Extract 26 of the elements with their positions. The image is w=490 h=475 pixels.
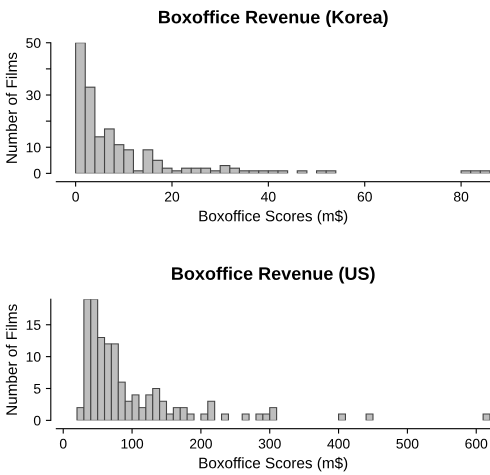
y-tick-label: 10 (26, 352, 41, 362)
y-tick-label: 0 (34, 416, 41, 426)
x-axis-title: Boxoffice Scores (m$) (199, 456, 348, 472)
chart-title: Boxoffice Revenue (US) (172, 266, 375, 284)
x-tick-label: 40 (260, 192, 276, 202)
x-tick-label: 0 (72, 192, 79, 202)
y-tick-label: 30 (26, 90, 41, 100)
x-tick-label: 80 (454, 192, 468, 202)
x-tick-label: 0 (60, 438, 67, 449)
chart-title: Boxoffice Revenue (Korea) (159, 10, 388, 28)
x-tick-label: 200 (190, 438, 212, 449)
y-tick-label: 50 (26, 38, 41, 48)
x-tick-label: 300 (258, 438, 281, 449)
y-axis-title: Number of Films (6, 304, 18, 415)
x-tick-label: 500 (396, 438, 418, 449)
y-axis-title: Number of Films (6, 52, 18, 163)
x-tick-label: 400 (327, 438, 350, 449)
x-tick-label: 100 (122, 438, 144, 449)
y-tick-label: 10 (26, 142, 41, 152)
x-axis-title: Boxoffice Scores (m$) (199, 210, 348, 224)
y-tick-label: 0 (34, 168, 41, 179)
y-tick-label: 5 (34, 384, 40, 394)
x-tick-label: 20 (164, 192, 180, 202)
x-tick-label: 600 (465, 438, 488, 449)
y-tick-label: 15 (26, 320, 40, 330)
x-tick-label: 60 (358, 192, 372, 202)
